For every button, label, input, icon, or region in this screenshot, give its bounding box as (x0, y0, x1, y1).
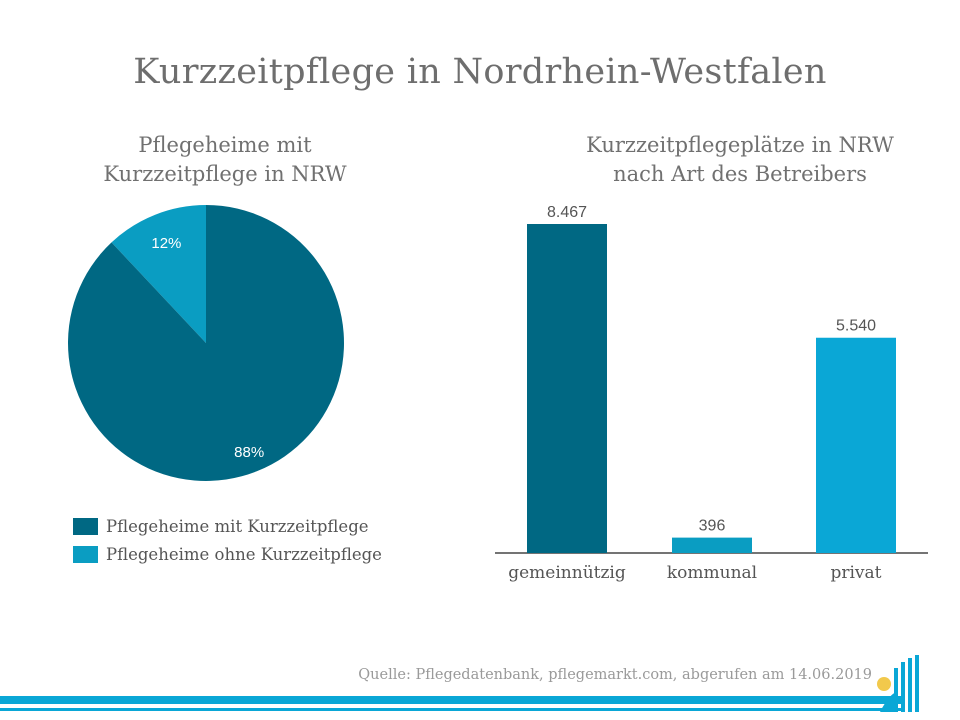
footer-bar-thin (0, 708, 905, 711)
footer-bar (0, 696, 905, 704)
bar-kommunal (672, 537, 752, 553)
pie-label-ohne: 12% (151, 235, 181, 252)
bar-privat (816, 337, 896, 553)
pie-slice-ohne (111, 205, 206, 343)
bar-value-label-gemeinnützig: 8.467 (547, 204, 587, 221)
bar-chart-title: Kurzzeitpflegeplätze in NRW nach Art des… (530, 131, 950, 189)
pie-chart-title-line-2: Kurzzeitpflege in NRW (103, 162, 347, 186)
page-title: Kurzzeitpflege in Nordrhein-Westfalen (133, 52, 827, 92)
pie-label-mit: 88% (234, 444, 264, 461)
source-note: Quelle: Pflegedatenbank, pflegemarkt.com… (358, 667, 872, 683)
pie-slice-mit (68, 205, 344, 481)
bar-chart-title-line-1: Kurzzeitpflegeplätze in NRW (586, 133, 894, 157)
legend-item-mit: Pflegeheime mit Kurzzeitpflege (73, 512, 382, 540)
bar-value-label-kommunal: 396 (699, 518, 726, 535)
pie-legend: Pflegeheime mit Kurzzeitpflege Pflegehei… (73, 512, 382, 568)
bar-chart-title-line-2: nach Art des Betreibers (613, 162, 867, 186)
bar-category-label-gemeinnützig: gemeinnützig (508, 563, 626, 583)
pie-chart-title: Pflegeheime mit Kurzzeitpflege in NRW (50, 131, 400, 189)
legend-item-ohne: Pflegeheime ohne Kurzzeitpflege (73, 540, 382, 568)
bar-category-label-privat: privat (830, 563, 881, 583)
legend-swatch-ohne (73, 545, 98, 563)
legend-label-ohne: Pflegeheime ohne Kurzzeitpflege (106, 544, 382, 564)
legend-label-mit: Pflegeheime mit Kurzzeitpflege (106, 516, 369, 536)
bar-value-label-privat: 5.540 (836, 318, 876, 335)
bar-category-label-kommunal: kommunal (667, 563, 757, 583)
bar-gemeinnützig (527, 224, 607, 553)
pie-chart-title-line-1: Pflegeheime mit (138, 133, 312, 157)
legend-swatch-mit (73, 517, 98, 535)
